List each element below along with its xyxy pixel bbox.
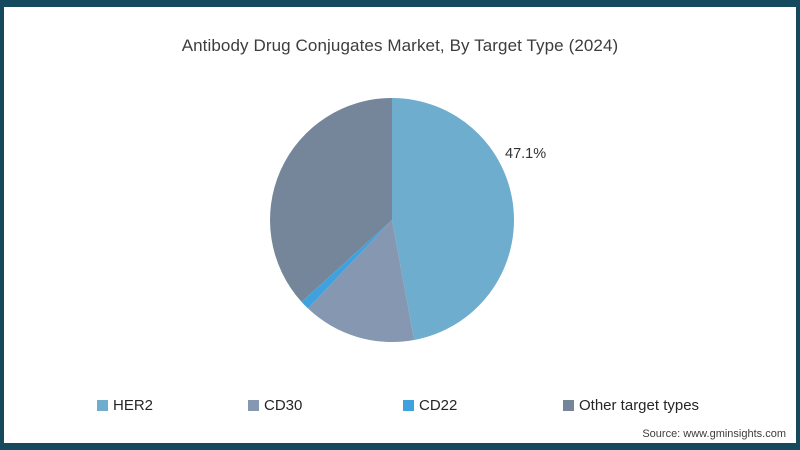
chart-title: Antibody Drug Conjugates Market, By Targ…: [181, 36, 619, 55]
pie-chart: [270, 98, 515, 343]
legend-item-other-target-types: Other target types: [563, 397, 699, 414]
legend-label-other-target-types: Other target types: [579, 397, 700, 414]
legend-item-cd22: CD22: [403, 397, 457, 414]
legend-item-cd30: CD30: [248, 397, 302, 414]
source-attribution: Source: www.gminsights.com: [642, 428, 786, 440]
legend-swatch-cd22: [403, 400, 414, 411]
pie-slice-cd30: [307, 220, 415, 343]
legend-item-her2: HER2: [97, 397, 153, 414]
legend-swatch-other-target-types: [563, 400, 574, 411]
pie-slice-data-label: 47.1%: [505, 146, 547, 162]
pie-slice-her2: [392, 98, 515, 340]
pie-slice-cd22: [301, 220, 392, 309]
pie-slice-other-target-types: [270, 98, 392, 302]
legend-swatch-her2: [97, 400, 108, 411]
legend-swatch-cd30: [248, 400, 259, 411]
legend-label-her2: HER2: [113, 397, 154, 414]
legend-label-cd22: CD22: [419, 397, 458, 414]
legend-label-cd30: CD30: [264, 397, 303, 414]
